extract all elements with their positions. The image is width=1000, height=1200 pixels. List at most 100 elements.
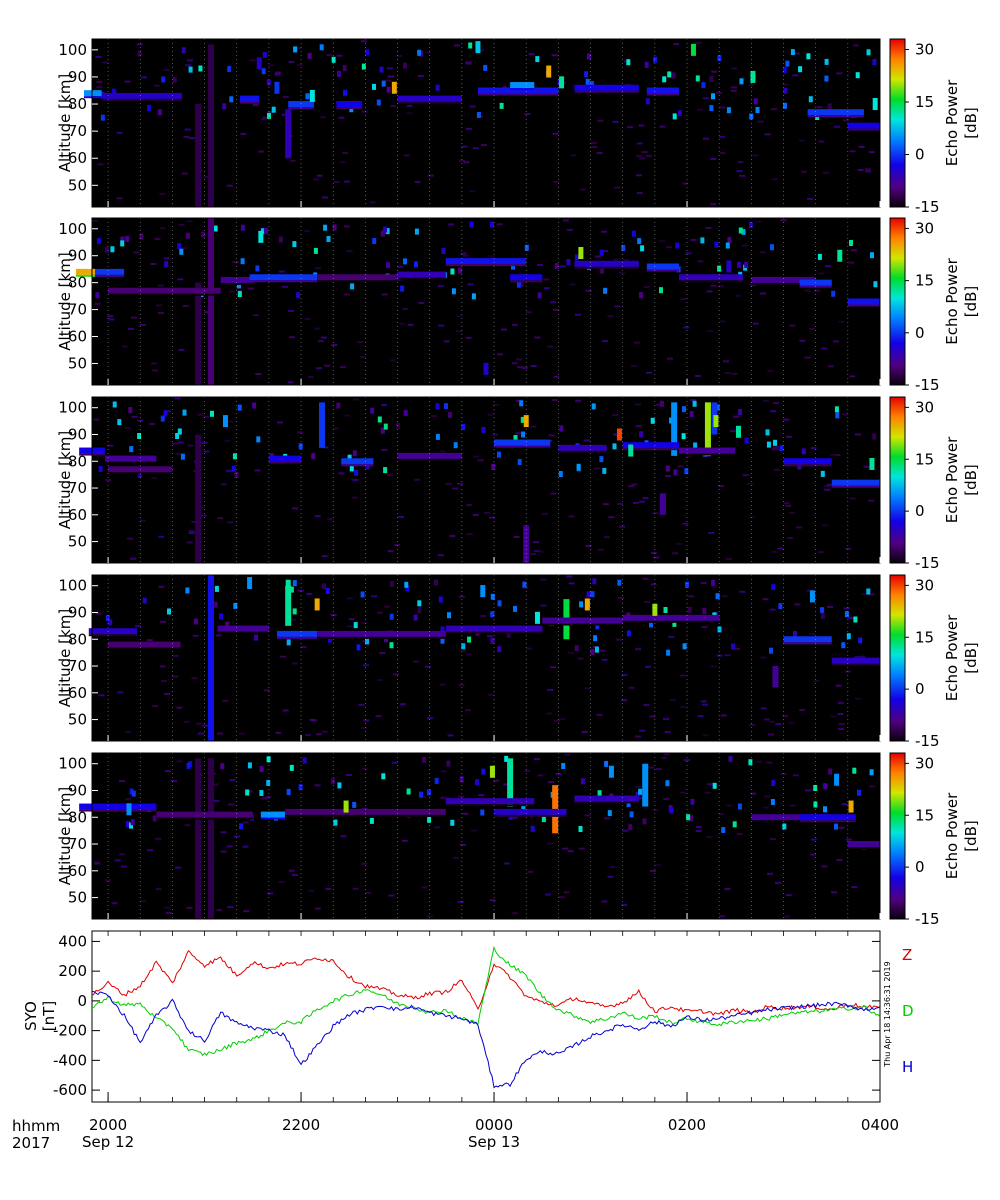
echo-return: [361, 63, 366, 70]
echo-return: [524, 244, 529, 251]
echo-noise: [710, 203, 717, 206]
echo-return: [125, 236, 130, 242]
echo-return: [96, 238, 101, 245]
echo-return: [666, 649, 671, 656]
echo-layer-edge: [783, 642, 832, 645]
echo-return: [823, 806, 827, 813]
echo-noise: [540, 578, 547, 581]
echo-noise: [805, 789, 812, 792]
echo-panel-frame: [91, 396, 881, 564]
echo-return: [229, 96, 234, 103]
echo-noise: [837, 713, 844, 716]
echo-noise: [673, 43, 680, 46]
echo-return: [434, 777, 439, 784]
echo-noise: [125, 427, 131, 430]
echo-noise: [638, 500, 645, 503]
echo-noise: [579, 188, 586, 191]
echo-layer-edge: [108, 293, 221, 296]
echo-noise: [171, 442, 178, 445]
echo-noise: [153, 84, 160, 87]
echo-noise: [381, 404, 388, 406]
echo-noise: [517, 366, 524, 369]
echo-noise: [164, 410, 171, 413]
echo-noise: [546, 842, 553, 845]
echo-noise: [203, 175, 210, 178]
echo-noise: [177, 278, 184, 281]
echo-noise: [562, 219, 569, 222]
echo-return: [389, 642, 394, 649]
echo-noise: [642, 497, 649, 500]
y-axis-label: Altitude [km]: [56, 609, 74, 707]
echo-return: [599, 249, 604, 256]
echo-noise: [859, 655, 866, 658]
x-tick-label: 2200: [282, 1116, 320, 1134]
echo-noise: [851, 886, 858, 888]
echo-noise: [863, 465, 870, 468]
colorbar-tick-label: 0: [915, 502, 925, 520]
echo-noise: [242, 821, 249, 824]
echo-noise: [387, 473, 393, 476]
echo-noise: [543, 278, 550, 281]
echo-layer: [239, 95, 260, 102]
echo-layer-edge: [317, 280, 398, 283]
colorbar: [889, 574, 906, 742]
echo-return: [580, 778, 585, 785]
echo-return: [513, 435, 518, 441]
echo-noise: [163, 906, 170, 909]
echo-return: [385, 228, 390, 235]
echo-return: [417, 49, 422, 56]
echo-return: [396, 422, 401, 429]
echo-return: [298, 443, 303, 450]
echo-noise: [343, 293, 350, 296]
echo-noise: [344, 414, 351, 417]
echo-return: [232, 453, 237, 460]
y-tick-label: 50: [68, 354, 87, 372]
echo-return: [597, 790, 602, 797]
echo-noise: [359, 356, 366, 359]
echo-return: [748, 222, 753, 228]
echo-return: [593, 635, 598, 642]
echo-noise: [780, 219, 787, 222]
y-tick-label: 100: [58, 755, 87, 773]
echo-noise: [663, 798, 670, 801]
echo-return: [801, 448, 806, 455]
echo-noise: [376, 679, 383, 682]
echo-noise: [663, 717, 669, 720]
echo-noise: [635, 403, 642, 406]
echo-return: [186, 762, 191, 769]
echo-return: [234, 471, 239, 478]
echo-noise: [322, 446, 329, 449]
echo-noise: [437, 554, 444, 557]
echo-return: [689, 411, 694, 418]
y-tick-label: -400: [53, 1051, 87, 1069]
echo-noise: [331, 344, 338, 346]
echo-noise: [649, 715, 656, 718]
echo-return: [451, 288, 456, 295]
echo-layer-edge: [510, 280, 543, 283]
echo-return: [820, 612, 825, 619]
echo-return: [342, 65, 347, 72]
echo-noise: [553, 375, 560, 378]
echo-noise: [469, 190, 476, 193]
echo-return: [262, 51, 267, 58]
echo-noise: [637, 797, 644, 800]
echo-layer: [477, 87, 559, 94]
echo-noise: [464, 709, 471, 712]
echo-noise: [304, 230, 311, 232]
echo-noise: [676, 542, 683, 545]
echo-layer: [104, 455, 157, 462]
echo-noise: [577, 657, 584, 660]
echo-return: [245, 789, 250, 796]
echo-noise: [166, 911, 173, 914]
echo-noise: [767, 872, 773, 875]
echo-noise: [292, 662, 298, 665]
echo-noise: [834, 125, 840, 128]
echo-noise: [503, 783, 510, 786]
echo-noise: [704, 791, 711, 794]
echo-noise: [553, 180, 560, 183]
echo-noise: [683, 326, 690, 329]
echo-column: [285, 585, 292, 626]
y-tick-label: 70: [68, 122, 87, 140]
echo-noise: [139, 323, 146, 326]
echo-return: [823, 783, 828, 790]
